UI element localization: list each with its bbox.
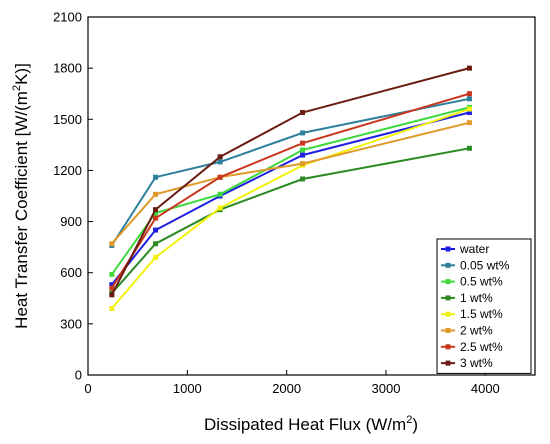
legend-label: 0.05 wt% — [460, 258, 510, 272]
y-tick-label: 2100 — [53, 10, 82, 25]
data-point — [109, 241, 115, 247]
y-axis-title-text: Heat Transfer Coefficient — [12, 141, 31, 329]
data-point — [153, 207, 159, 213]
legend-label: 1 wt% — [460, 291, 493, 305]
data-point — [109, 282, 115, 288]
data-point — [466, 145, 472, 151]
data-point — [300, 140, 306, 146]
x-axis-unit: (W/m — [366, 415, 407, 434]
y-axis-ticks: 0 300 600 900 1200 1500 1800 2100 — [53, 10, 93, 383]
legend-label: 0.5 wt% — [460, 275, 503, 289]
data-point — [217, 159, 223, 165]
x-tick-label: 4000 — [471, 381, 500, 396]
x-tick-label: 2000 — [272, 381, 301, 396]
x-tick-label: 1000 — [173, 381, 202, 396]
data-point — [300, 130, 306, 136]
legend-label: 2 wt% — [460, 324, 493, 338]
y-tick-label: 900 — [60, 214, 82, 229]
series-line — [111, 147, 470, 294]
data-point — [109, 271, 115, 277]
legend-marker — [445, 311, 451, 317]
data-point — [109, 306, 115, 312]
legend-marker — [445, 262, 451, 268]
y-axis-unit-end: K)] — [12, 63, 31, 85]
data-point — [300, 147, 306, 153]
data-point — [109, 285, 115, 291]
data-point — [153, 241, 159, 247]
plot-frame — [87, 16, 536, 376]
legend-label: 3 wt% — [460, 356, 493, 370]
data-point — [466, 120, 472, 126]
x-axis-title-text: Dissipated Heat Flux — [204, 415, 361, 434]
x-tick-label: 3000 — [372, 381, 401, 396]
y-axis-unit: [W/(m — [12, 91, 31, 136]
legend: water 0.05 wt% 0.5 wt% 1 wt% 1.5 wt% 2 wt% 2.5… — [436, 238, 532, 374]
data-point — [466, 109, 472, 115]
y-tick-label: 1200 — [53, 163, 82, 178]
x-tick-label: 0 — [84, 381, 91, 396]
data-point — [217, 174, 223, 180]
legend-label: water — [459, 242, 489, 256]
y-tick-label: 300 — [60, 316, 82, 331]
data-point — [217, 154, 223, 160]
x-axis-unit-superscript: 2 — [406, 414, 412, 426]
legend-marker — [445, 295, 451, 301]
y-tick-label: 1500 — [53, 112, 82, 127]
legend-marker — [445, 279, 451, 285]
data-point — [109, 292, 115, 298]
legend-label: 2.5 wt% — [460, 340, 503, 354]
y-axis-title: Heat Transfer Coefficient [W/(m2K)] — [11, 63, 31, 329]
data-point — [153, 191, 159, 197]
legend-marker — [445, 344, 451, 350]
data-point — [300, 152, 306, 158]
data-point — [466, 91, 472, 97]
data-point — [153, 210, 159, 216]
data-point — [300, 161, 306, 167]
x-axis-title: Dissipated Heat Flux (W/m2) — [204, 414, 418, 434]
data-point — [300, 176, 306, 182]
data-point — [153, 215, 159, 221]
y-tick-label: 0 — [75, 368, 82, 383]
data-point — [466, 96, 472, 102]
data-point — [217, 205, 223, 211]
y-axis-unit-superscript: 2 — [11, 85, 23, 91]
legend-marker — [445, 360, 451, 366]
series-layer — [109, 65, 472, 312]
y-tick-label: 1800 — [53, 61, 82, 76]
data-point — [466, 65, 472, 71]
series-line — [110, 67, 470, 296]
data-point — [153, 174, 159, 180]
series-line — [111, 108, 470, 310]
series-line — [111, 111, 470, 286]
legend-box — [436, 238, 532, 374]
data-point — [466, 106, 472, 112]
data-point — [217, 191, 223, 197]
legend-label: 1.5 wt% — [460, 307, 503, 321]
legend-marker — [445, 328, 451, 333]
data-point — [153, 227, 159, 233]
data-point — [153, 254, 159, 260]
x-axis-unit-end: ) — [412, 415, 418, 434]
x-axis-ticks: 0 1000 2000 3000 4000 — [84, 370, 500, 396]
y-tick-label: 600 — [60, 265, 82, 280]
data-point — [300, 109, 306, 115]
legend-marker — [445, 246, 451, 252]
